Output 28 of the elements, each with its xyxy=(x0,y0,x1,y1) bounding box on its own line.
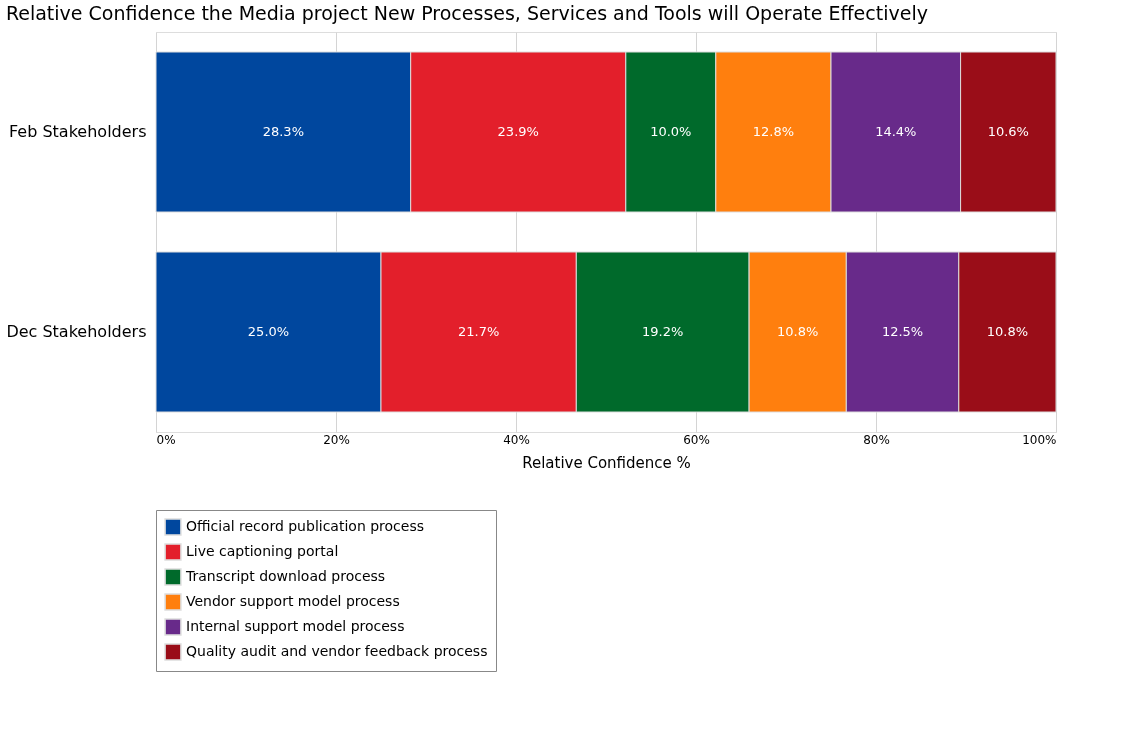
data-label: 10.0% xyxy=(650,124,692,139)
x-tick-label: 60% xyxy=(683,432,710,447)
legend-label: Live captioning portal xyxy=(186,543,339,559)
data-label: 21.7% xyxy=(457,324,500,339)
data-label: 19.2% xyxy=(642,324,684,339)
data-label: 25.0% xyxy=(247,324,290,339)
x-tick-label: 0% xyxy=(156,432,176,447)
data-label: 28.3% xyxy=(262,124,305,139)
x-tick-label: 100% xyxy=(1022,432,1057,447)
data-label: 14.4% xyxy=(875,124,917,139)
data-label: 10.8% xyxy=(777,324,819,339)
x-tick-label: 20% xyxy=(323,432,350,447)
y-tick-label: Dec Stakeholders xyxy=(6,322,147,341)
data-label: 12.8% xyxy=(752,124,795,139)
x-axis-title: Relative Confidence % xyxy=(522,453,691,472)
legend-label: Official record publication process xyxy=(186,518,424,534)
legend-label: Quality audit and vendor feedback process xyxy=(186,643,488,659)
legend-label: Vendor support model process xyxy=(186,593,400,609)
x-tick-label: 40% xyxy=(503,432,530,447)
x-tick-label: 80% xyxy=(863,432,890,447)
legend-label: Transcript download process xyxy=(185,568,386,584)
y-tick-label: Feb Stakeholders xyxy=(9,122,147,141)
chart-title: Relative Confidence the Media project New Processes, Services and Tools will Operate Effectively xyxy=(5,2,928,24)
legend-label: Internal support model process xyxy=(186,618,405,634)
data-label: 12.5% xyxy=(881,324,924,339)
data-label: 10.6% xyxy=(987,124,1029,139)
data-label: 10.8% xyxy=(986,324,1029,339)
data-label: 23.9% xyxy=(497,124,539,139)
